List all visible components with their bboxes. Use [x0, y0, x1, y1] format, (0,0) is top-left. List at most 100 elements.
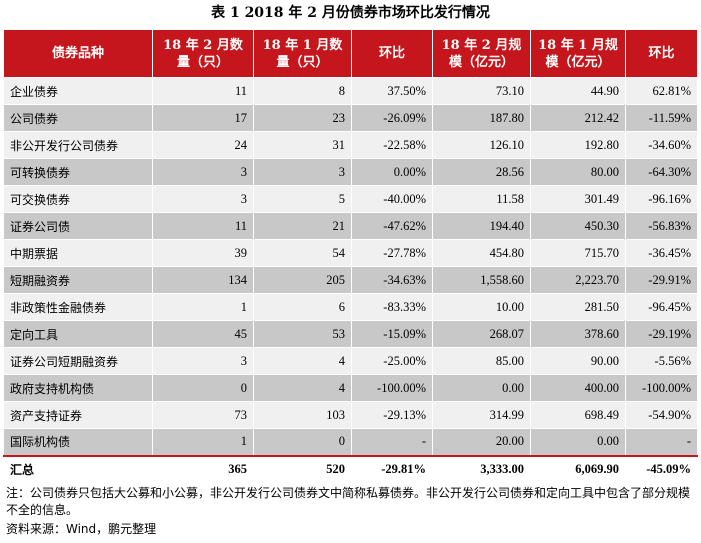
cell-jan-count: 31 — [253, 131, 352, 159]
cell-jan-count: 205 — [253, 266, 352, 294]
cell-feb-size: 187.80 — [432, 104, 531, 132]
cell-bond-type: 企业债券 — [3, 77, 153, 105]
cell-size-mom: - — [625, 428, 698, 456]
cell-size-mom: -100.00% — [625, 374, 698, 402]
cell-jan-count: 8 — [253, 77, 352, 105]
cell-feb-count: 1 — [152, 428, 254, 456]
cell-bond-type: 中期票据 — [3, 239, 153, 267]
table-row: 可交换债券 3 5 -40.00% 11.58 301.49 -96.16% — [3, 185, 698, 213]
table-row: 公司债券 17 23 -26.09% 187.80 212.42 -11.59% — [3, 104, 698, 132]
header-count-mom: 环比 — [351, 29, 433, 78]
cell-jan-size: 715.70 — [530, 239, 626, 267]
cell-count-mom: -27.78% — [351, 239, 433, 267]
cell-feb-count: 11 — [152, 77, 254, 105]
cell-size-mom: -34.60% — [625, 131, 698, 159]
data-source: 资料来源：Wind，鹏元整理 — [6, 522, 157, 536]
cell-feb-size: 1,558.60 — [432, 266, 531, 294]
cell-feb-size: 20.00 — [432, 428, 531, 456]
total-feb-count: 365 — [152, 454, 254, 483]
cell-size-mom: -29.91% — [625, 266, 698, 294]
header-feb-size: 18 年 2 月规模（亿元） — [432, 29, 531, 78]
cell-jan-size: 80.00 — [530, 158, 626, 186]
cell-jan-count: 6 — [253, 293, 352, 321]
header-bond-type: 债券品种 — [3, 29, 153, 78]
cell-jan-size: 2,223.70 — [530, 266, 626, 294]
table-row: 非政策性金融债券 1 6 -83.33% 10.00 281.50 -96.45% — [3, 293, 698, 321]
cell-jan-count: 23 — [253, 104, 352, 132]
table-row: 企业债券 11 8 37.50% 73.10 44.90 62.81% — [3, 77, 698, 105]
cell-size-mom: -64.30% — [625, 158, 698, 186]
header-jan-count: 18 年 1 月数量（只） — [253, 29, 352, 78]
table-note: 注：公司债券只包括大公募和小公募，非公开发行公司债券文中简称私募债券。非公开发行… — [6, 486, 691, 517]
cell-size-mom: -29.19% — [625, 320, 698, 348]
cell-size-mom: -36.45% — [625, 239, 698, 267]
table-row: 中期票据 39 54 -27.78% 454.80 715.70 -36.45% — [3, 239, 698, 267]
cell-jan-size: 212.42 — [530, 104, 626, 132]
cell-jan-count: 5 — [253, 185, 352, 213]
cell-jan-count: 21 — [253, 212, 352, 240]
cell-bond-type: 非政策性金融债券 — [3, 293, 153, 321]
cell-bond-type: 非公开发行公司债券 — [3, 131, 153, 159]
cell-jan-count: 103 — [253, 401, 352, 429]
cell-feb-size: 85.00 — [432, 347, 531, 375]
total-size-mom: -45.09% — [625, 454, 698, 483]
cell-jan-size: 378.60 — [530, 320, 626, 348]
cell-jan-size: 192.80 — [530, 131, 626, 159]
cell-feb-count: 24 — [152, 131, 254, 159]
cell-bond-type: 国际机构债 — [3, 428, 153, 456]
cell-jan-count: 0 — [253, 428, 352, 456]
cell-size-mom: -11.59% — [625, 104, 698, 132]
cell-bond-type: 短期融资券 — [3, 266, 153, 294]
cell-feb-size: 194.40 — [432, 212, 531, 240]
total-bond-type: 汇总 — [3, 454, 153, 483]
cell-jan-size: 400.00 — [530, 374, 626, 402]
cell-feb-count: 73 — [152, 401, 254, 429]
bond-issuance-table: 债券品种 18 年 2 月数量（只） 18 年 1 月数量（只） 环比 18 年… — [3, 29, 698, 483]
cell-bond-type: 可转换债券 — [3, 158, 153, 186]
header-size-mom: 环比 — [625, 29, 698, 78]
header-feb-count: 18 年 2 月数量（只） — [152, 29, 254, 78]
cell-feb-size: 314.99 — [432, 401, 531, 429]
cell-feb-count: 3 — [152, 347, 254, 375]
cell-bond-type: 资产支持证券 — [3, 401, 153, 429]
cell-bond-type: 政府支持机构债 — [3, 374, 153, 402]
cell-feb-size: 268.07 — [432, 320, 531, 348]
cell-jan-size: 0.00 — [530, 428, 626, 456]
cell-count-mom: -100.00% — [351, 374, 433, 402]
cell-size-mom: 62.81% — [625, 77, 698, 105]
cell-feb-count: 0 — [152, 374, 254, 402]
total-jan-size: 6,069.90 — [530, 454, 626, 483]
cell-count-mom: -22.58% — [351, 131, 433, 159]
cell-size-mom: -96.16% — [625, 185, 698, 213]
cell-jan-count: 4 — [253, 374, 352, 402]
cell-jan-size: 90.00 — [530, 347, 626, 375]
total-feb-size: 3,333.00 — [432, 454, 531, 483]
cell-count-mom: -83.33% — [351, 293, 433, 321]
cell-feb-size: 10.00 — [432, 293, 531, 321]
cell-jan-size: 450.30 — [530, 212, 626, 240]
cell-jan-size: 698.49 — [530, 401, 626, 429]
cell-feb-size: 454.80 — [432, 239, 531, 267]
total-row: 汇总 365 520 -29.81% 3,333.00 6,069.90 -45.09% — [3, 454, 698, 483]
table-row: 证券公司债 11 21 -47.62% 194.40 450.30 -56.83% — [3, 212, 698, 240]
cell-count-mom: -26.09% — [351, 104, 433, 132]
cell-bond-type: 定向工具 — [3, 320, 153, 348]
cell-bond-type: 可交换债券 — [3, 185, 153, 213]
cell-jan-count: 3 — [253, 158, 352, 186]
table-title: 表 1 2018 年 2 月份债券市场环比发行情况 — [211, 5, 490, 21]
cell-feb-count: 45 — [152, 320, 254, 348]
cell-count-mom: 37.50% — [351, 77, 433, 105]
cell-count-mom: -25.00% — [351, 347, 433, 375]
header-row: 债券品种 18 年 2 月数量（只） 18 年 1 月数量（只） 环比 18 年… — [3, 29, 698, 78]
cell-feb-size: 28.56 — [432, 158, 531, 186]
cell-bond-type: 公司债券 — [3, 104, 153, 132]
cell-jan-count: 4 — [253, 347, 352, 375]
header-jan-size: 18 年 1 月规模（亿元） — [530, 29, 626, 78]
cell-feb-count: 1 — [152, 293, 254, 321]
cell-count-mom: - — [351, 428, 433, 456]
cell-jan-size: 44.90 — [530, 77, 626, 105]
cell-feb-count: 134 — [152, 266, 254, 294]
cell-count-mom: -40.00% — [351, 185, 433, 213]
cell-feb-count: 3 — [152, 185, 254, 213]
cell-feb-size: 126.10 — [432, 131, 531, 159]
